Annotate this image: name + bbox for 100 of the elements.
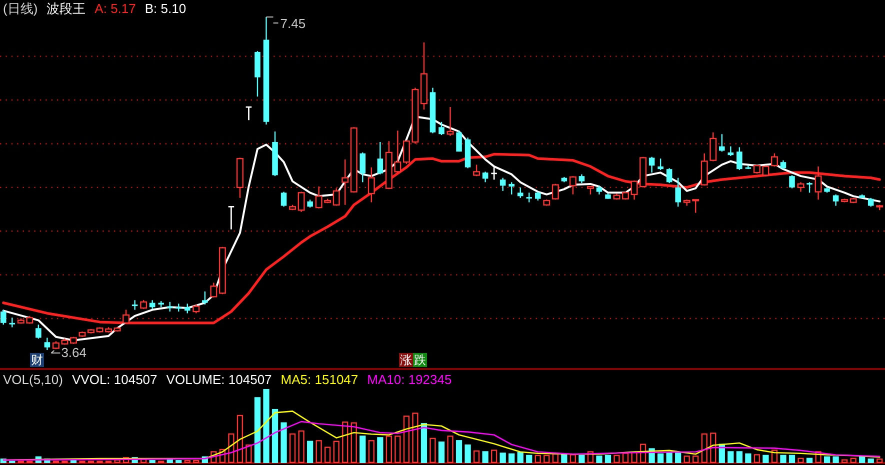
candlestick <box>517 186 524 199</box>
bar <box>788 454 796 463</box>
bar <box>552 453 558 463</box>
bar <box>324 446 331 463</box>
candlestick <box>814 166 822 200</box>
bar <box>824 456 830 463</box>
bar <box>876 458 883 463</box>
bar <box>657 453 664 463</box>
bar <box>219 448 226 463</box>
bar <box>491 450 498 463</box>
candlestick <box>736 146 742 171</box>
candlestick <box>789 174 795 189</box>
candlestick <box>360 152 366 183</box>
candlestick <box>658 158 664 171</box>
bar <box>640 444 646 463</box>
bar <box>464 444 471 463</box>
candlestick <box>228 206 235 230</box>
bar <box>280 422 287 463</box>
candlestick <box>666 168 672 184</box>
bar <box>210 451 217 463</box>
text: 涨 <box>400 353 412 367</box>
bar <box>176 460 182 463</box>
bar <box>798 458 804 463</box>
bar <box>578 454 585 463</box>
text: A: 5.17 <box>94 1 136 16</box>
candlestick <box>456 130 462 152</box>
bar <box>771 450 778 463</box>
candlestick <box>44 337 50 351</box>
bar <box>403 416 410 463</box>
bar <box>806 458 813 463</box>
bar <box>122 457 130 463</box>
text: VVOL: 104507 <box>72 372 158 387</box>
bar <box>736 451 742 463</box>
candlestick <box>9 317 16 328</box>
bar <box>728 451 734 463</box>
bar <box>832 456 839 463</box>
bar <box>815 451 822 463</box>
bar <box>377 437 384 463</box>
bar <box>184 460 190 463</box>
bar <box>614 454 620 463</box>
bar <box>456 440 462 463</box>
bar <box>710 432 716 463</box>
text: 财 <box>31 353 43 367</box>
bar <box>333 440 340 463</box>
candlestick <box>719 134 725 152</box>
bar <box>350 422 357 463</box>
bar <box>868 458 874 463</box>
bar <box>193 460 200 463</box>
bar <box>508 453 515 463</box>
bar <box>254 397 261 463</box>
bar <box>166 459 173 463</box>
candlestick <box>166 301 173 312</box>
candlestick <box>490 166 498 180</box>
bar <box>622 452 629 463</box>
bar <box>482 451 488 463</box>
bar <box>859 456 866 463</box>
bar <box>517 452 524 463</box>
candlestick <box>0 309 6 326</box>
bar <box>526 454 532 463</box>
bar <box>701 433 708 463</box>
bar <box>430 438 436 463</box>
bar <box>289 433 296 463</box>
bar <box>570 454 576 463</box>
bar <box>780 454 786 463</box>
bar <box>447 436 454 463</box>
candlestick <box>342 158 349 206</box>
bar <box>604 454 612 463</box>
bar <box>272 408 278 463</box>
bar <box>842 459 848 463</box>
bar <box>684 456 690 463</box>
text: MA10: 192345 <box>367 372 452 387</box>
candlestick <box>797 182 804 192</box>
bar <box>316 440 322 463</box>
candlestick <box>420 42 428 110</box>
bar <box>420 423 428 463</box>
bar <box>850 458 856 463</box>
bar <box>762 454 769 463</box>
candlestick <box>377 141 384 175</box>
bar <box>298 430 304 463</box>
bar <box>692 456 699 463</box>
bar <box>368 440 374 463</box>
bar <box>342 422 348 463</box>
bar <box>675 452 682 463</box>
candlestick <box>36 324 42 340</box>
bar <box>561 454 568 463</box>
chart-title: (日线) <box>3 1 38 16</box>
bar <box>473 450 480 463</box>
candlestick <box>438 121 444 136</box>
series-label: VOLUME: 104507 <box>166 372 272 387</box>
chart-title: VOL(5,10) <box>3 372 63 387</box>
bar <box>307 440 314 463</box>
bar <box>754 454 760 463</box>
candlestick <box>202 290 208 306</box>
bar <box>631 452 638 463</box>
candlestick <box>184 303 190 314</box>
bar <box>114 459 120 463</box>
candlestick <box>832 194 839 206</box>
bar <box>596 456 602 463</box>
candlestick <box>236 157 244 199</box>
candlestick <box>675 177 681 208</box>
